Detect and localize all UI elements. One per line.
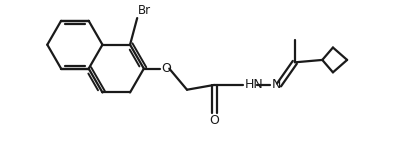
Text: Br: Br [138,4,151,17]
Text: O: O [209,115,219,128]
Text: HN: HN [245,78,263,91]
Text: N: N [272,78,282,91]
Text: O: O [161,62,171,75]
